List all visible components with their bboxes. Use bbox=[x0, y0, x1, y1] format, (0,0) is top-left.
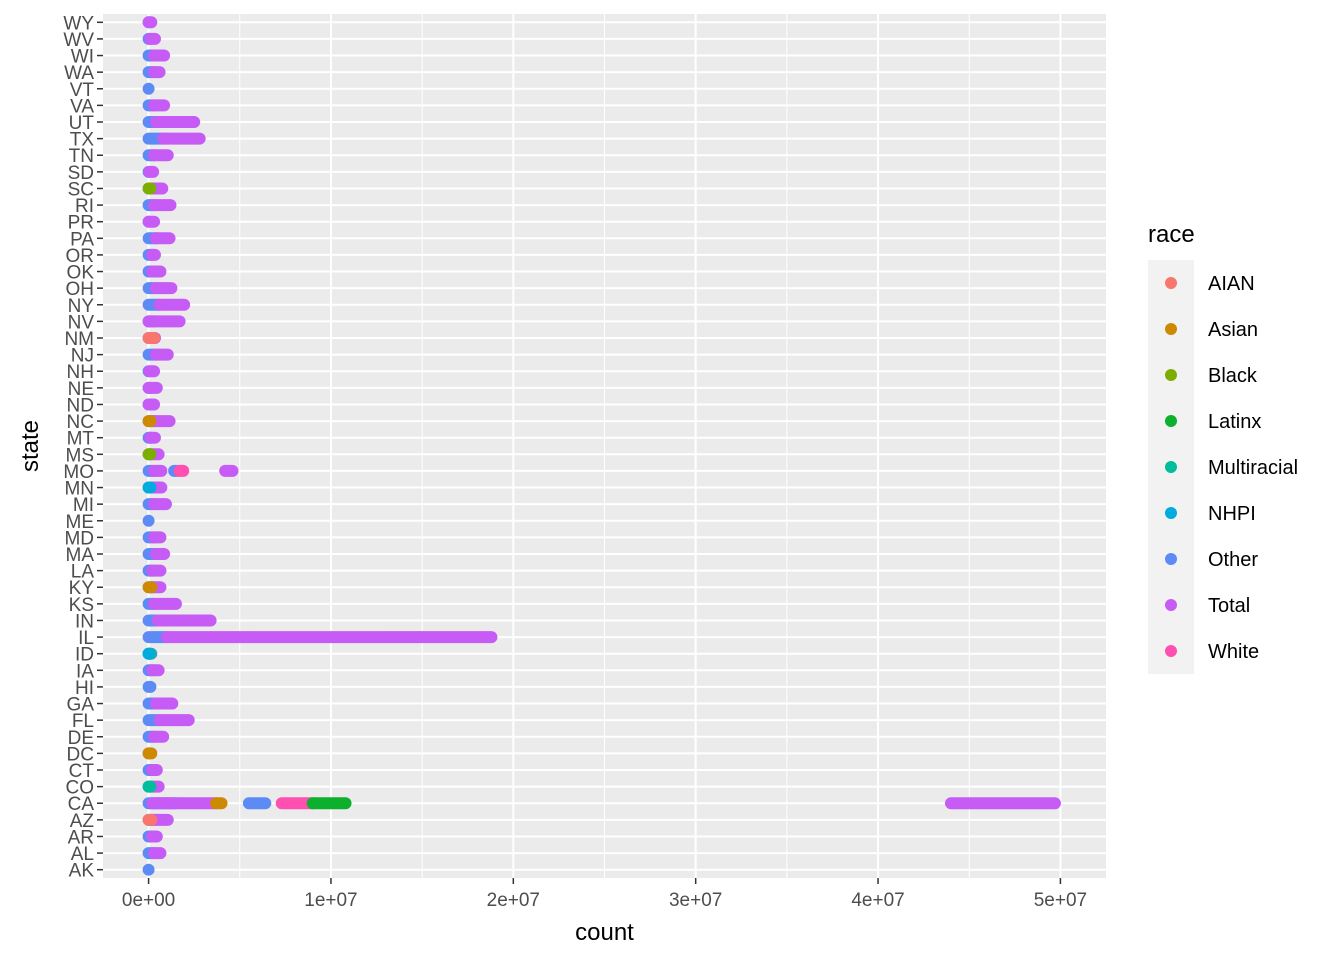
legend-key-latinx bbox=[1165, 415, 1177, 427]
y-tick-label: OH bbox=[66, 279, 95, 300]
y-tick-label: WV bbox=[63, 30, 94, 51]
legend-label-nhpi: NHPI bbox=[1208, 503, 1256, 525]
y-tick-label: NY bbox=[68, 296, 95, 317]
x-tick-label: 3e+07 bbox=[669, 890, 722, 911]
y-tick-label: LA bbox=[71, 562, 95, 583]
y-tick-label: TN bbox=[69, 146, 94, 167]
y-tick-label: DC bbox=[67, 744, 94, 765]
x-tick-label: 1e+07 bbox=[304, 890, 357, 911]
legend-key-nhpi bbox=[1165, 507, 1177, 519]
x-tick-label: 4e+07 bbox=[851, 890, 904, 911]
data-point bbox=[142, 514, 155, 527]
legend-key-black bbox=[1165, 369, 1177, 381]
legend-label-other: Other bbox=[1208, 549, 1258, 571]
y-tick-label: MA bbox=[66, 545, 95, 566]
y-axis-title: state bbox=[17, 420, 44, 472]
data-point bbox=[142, 82, 155, 95]
legend-label-black: Black bbox=[1208, 365, 1258, 387]
y-tick-label: MN bbox=[64, 479, 94, 500]
y-axis: AKALARAZCACOCTDCDEFLGAHIIAIDILINKSKYLAMA… bbox=[63, 13, 103, 882]
legend-key-aian bbox=[1165, 277, 1177, 289]
y-tick-label: GA bbox=[67, 695, 95, 716]
legend-key-asian bbox=[1165, 323, 1177, 335]
legend-label-aian: AIAN bbox=[1208, 273, 1255, 295]
y-tick-label: MS bbox=[66, 445, 95, 466]
x-axis-title: count bbox=[575, 919, 634, 946]
y-tick-label: NC bbox=[67, 412, 94, 433]
major-gridlines bbox=[103, 14, 1106, 878]
legend-label-latinx: Latinx bbox=[1208, 411, 1261, 433]
y-tick-label: MO bbox=[63, 462, 94, 483]
y-tick-label: AK bbox=[69, 861, 95, 882]
data-point bbox=[142, 647, 155, 660]
y-tick-label: VT bbox=[70, 80, 95, 101]
y-tick-label: IN bbox=[75, 611, 94, 632]
legend-items: AIAN Asian Black Latinx Multiracial NHPI Other… bbox=[1165, 273, 1298, 663]
y-tick-label: FL bbox=[72, 711, 94, 732]
legend-key-multiracial bbox=[1165, 461, 1177, 473]
y-tick-label: NV bbox=[68, 312, 95, 333]
y-tick-label: HI bbox=[75, 678, 94, 699]
x-axis: 0e+00 1e+07 2e+07 3e+07 4e+07 5e+07 bbox=[122, 878, 1087, 911]
y-tick-label: NH bbox=[67, 362, 94, 383]
y-tick-label: CA bbox=[68, 794, 95, 815]
y-tick-label: AR bbox=[68, 827, 94, 848]
y-tick-label: ME bbox=[66, 512, 95, 533]
y-tick-label: PA bbox=[70, 229, 94, 250]
y-tick-label: KS bbox=[69, 595, 94, 616]
x-tick-label: 2e+07 bbox=[487, 890, 540, 911]
y-tick-label: VA bbox=[70, 96, 94, 117]
legend-key-total bbox=[1165, 599, 1177, 611]
y-tick-label: WY bbox=[63, 13, 94, 34]
y-tick-label: DE bbox=[68, 728, 94, 749]
x-tick-label: 5e+07 bbox=[1034, 890, 1087, 911]
x-tick-label: 0e+00 bbox=[122, 890, 175, 911]
y-tick-label: TX bbox=[70, 130, 95, 151]
y-tick-label: OK bbox=[67, 263, 95, 284]
minor-gridlines bbox=[239, 14, 970, 878]
y-tick-label: RI bbox=[75, 196, 94, 217]
y-tick-label: ND bbox=[67, 395, 94, 416]
y-tick-label: AZ bbox=[70, 811, 95, 832]
y-tick-label: CO bbox=[66, 778, 95, 799]
y-tick-label: UT bbox=[69, 113, 95, 134]
y-tick-label: KY bbox=[69, 578, 95, 599]
y-tick-label: MD bbox=[64, 528, 94, 549]
y-tick-label: IL bbox=[78, 628, 94, 649]
y-tick-label: MT bbox=[67, 429, 95, 450]
y-tick-label: NJ bbox=[71, 346, 94, 367]
y-tick-label: NM bbox=[64, 329, 94, 350]
data-points bbox=[142, 16, 1061, 876]
y-tick-label: AL bbox=[71, 844, 94, 865]
legend-label-asian: Asian bbox=[1208, 319, 1258, 341]
legend-key-other bbox=[1165, 553, 1177, 565]
y-tick-label: SC bbox=[68, 179, 94, 200]
legend: race AIAN Asian Black Latinx Multiracial NHPI… bbox=[1148, 221, 1298, 674]
legend-title: race bbox=[1148, 221, 1195, 248]
legend-label-white: White bbox=[1208, 641, 1259, 663]
y-tick-label: CT bbox=[69, 761, 95, 782]
y-tick-label: WA bbox=[64, 63, 94, 84]
legend-key-white bbox=[1165, 645, 1177, 657]
y-tick-label: IA bbox=[76, 661, 94, 682]
y-tick-label: NE bbox=[68, 379, 94, 400]
legend-label-multiracial: Multiracial bbox=[1208, 457, 1298, 479]
data-point bbox=[142, 863, 155, 876]
legend-label-total: Total bbox=[1208, 595, 1250, 617]
y-tick-label: WI bbox=[71, 47, 94, 68]
y-tick-label: ID bbox=[75, 645, 94, 666]
y-tick-label: SD bbox=[68, 163, 94, 184]
y-tick-label: MI bbox=[73, 495, 94, 516]
y-tick-label: PR bbox=[68, 213, 94, 234]
y-tick-label: OR bbox=[66, 246, 95, 267]
